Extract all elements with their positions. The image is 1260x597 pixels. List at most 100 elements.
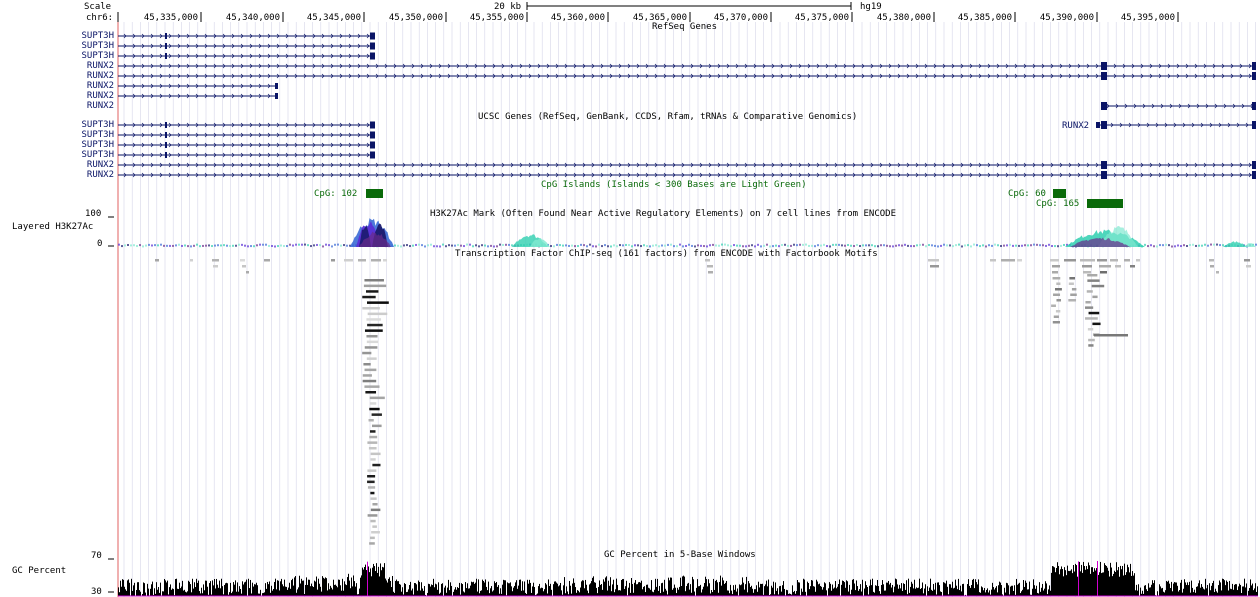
h3k27ac-signal-noise: [895, 244, 897, 247]
tfbs-cluster: [369, 430, 376, 433]
h3k27ac-track-title[interactable]: H3K27Ac Mark (Often Found Near Active Re…: [430, 209, 896, 219]
gc-track-title[interactable]: GC Percent in 5-Base Windows: [604, 550, 756, 560]
gc-percent-bar: [429, 584, 430, 596]
h3k27ac-signal-noise: [739, 244, 741, 247]
gene-strand-arrow: [276, 152, 280, 158]
gene-track-label[interactable]: RUNX2: [86, 170, 114, 180]
gc-percent-bar: [1245, 587, 1246, 596]
gene-strand-arrow: [870, 73, 874, 79]
gene-track-label[interactable]: SUPT3H: [81, 41, 114, 51]
tfbs-track-title[interactable]: Transcription Factor ChIP-seq (161 facto…: [455, 249, 878, 259]
gene-strand-arrow: [735, 172, 739, 178]
gene-strand-arrow: [312, 152, 316, 158]
h3k27ac-signal-noise: [1195, 244, 1197, 247]
gc-percent-bar: [594, 582, 595, 596]
gc-percent-bar: [641, 580, 642, 596]
gc-percent-bar: [239, 586, 240, 596]
gc-percent-bar: [988, 592, 989, 596]
h3k27ac-signal-peak: [1244, 243, 1256, 247]
gc-percent-bar: [836, 588, 837, 596]
gc-percent-bar: [612, 584, 613, 596]
h3k27ac-signal-noise: [880, 244, 882, 247]
gc-percent-bar: [871, 585, 872, 596]
h3k27ac-signal-noise: [655, 244, 657, 247]
cpg-island-label[interactable]: CpG: 165: [1036, 199, 1080, 209]
gene-strand-arrow: [555, 63, 559, 69]
gc-percent-bar: [548, 579, 549, 596]
gene-track-label[interactable]: RUNX2: [86, 81, 114, 91]
gene-track-label[interactable]: SUPT3H: [81, 150, 114, 160]
gene-strand-arrow: [744, 162, 748, 168]
gc-percent-bar: [298, 587, 299, 596]
gc-percent-bar: [626, 580, 627, 596]
gene-strand-arrow: [699, 172, 703, 178]
gc-percent-bar: [318, 578, 319, 596]
cpg-island: [1053, 189, 1066, 198]
gene-track-label[interactable]: RUNX2: [86, 91, 114, 101]
cpg-island-label[interactable]: CpG: 102: [314, 189, 358, 199]
gene-strand-arrow: [123, 122, 127, 128]
gc-percent-bar: [774, 594, 775, 596]
gene-strand-arrow: [591, 63, 595, 69]
gene-strand-arrow: [186, 132, 190, 138]
gene-strand-arrow: [1131, 63, 1135, 69]
gene-track-label[interactable]: RUNX2: [86, 71, 114, 81]
gene-strand-arrow: [1169, 103, 1173, 109]
gc-percent-bar: [370, 568, 371, 596]
gene-strand-arrow: [141, 162, 145, 168]
gene-track-label[interactable]: SUPT3H: [81, 51, 114, 61]
gc-percent-bar: [720, 575, 721, 596]
gene-strand-arrow: [699, 63, 703, 69]
h3k27ac-signal-noise: [664, 244, 666, 247]
refseq-track-title[interactable]: RefSeq Genes: [652, 22, 718, 32]
gc-percent-bar: [480, 590, 481, 596]
gene-track-label[interactable]: SUPT3H: [81, 31, 114, 41]
tfbs-cluster: [358, 259, 366, 262]
gene-strand-arrow: [240, 152, 244, 158]
gc-percent-bar: [604, 581, 605, 596]
gc-percent-bar: [196, 578, 197, 596]
gene-strand-arrow: [438, 162, 442, 168]
gc-percent-bar: [1008, 585, 1009, 596]
gene-strand-arrow: [438, 73, 442, 79]
gc-percent-bar: [911, 581, 912, 596]
h3k27ac-signal-noise: [577, 245, 579, 248]
gc-percent-bar: [937, 582, 938, 596]
gc-percent-bar: [583, 580, 584, 596]
gene-track-label[interactable]: SUPT3H: [81, 120, 114, 130]
gene-strand-arrow: [1176, 73, 1180, 79]
gene-track-label[interactable]: RUNX2: [86, 160, 114, 170]
gc-percent-bar: [1226, 580, 1227, 596]
tfbs-cluster: [367, 323, 383, 327]
gene-strand-arrow: [195, 63, 199, 69]
gc-track-label[interactable]: GC Percent: [12, 566, 67, 576]
gc-percent-bar: [430, 586, 431, 596]
h3k27ac-track-label[interactable]: Layered H3K27Ac: [12, 222, 94, 232]
tfbs-cluster: [190, 259, 193, 262]
gc-percent-bar: [901, 583, 902, 596]
cpg-island-label[interactable]: CpG: 60: [1008, 189, 1046, 199]
gc-percent-bar: [220, 588, 221, 596]
gc-percent-bar: [438, 582, 439, 596]
gene-track-label[interactable]: SUPT3H: [81, 140, 114, 150]
gene-strand-arrow: [843, 73, 847, 79]
gc-percent-bar: [914, 579, 915, 596]
ucsc-inline-gene-label[interactable]: RUNX2: [1062, 121, 1090, 131]
ucsc-track-title[interactable]: UCSC Genes (RefSeq, GenBank, CCDS, Rfam,…: [478, 112, 858, 122]
gc-min-label: 30: [91, 587, 102, 597]
gc-percent-bar: [887, 582, 888, 596]
scale-bar-label: 20 kb: [494, 2, 522, 12]
cpg-track-title[interactable]: CpG Islands (Islands < 300 Bases are Lig…: [541, 180, 807, 190]
h3k27ac-signal-noise: [334, 243, 336, 246]
gene-track-label[interactable]: RUNX2: [86, 101, 114, 111]
gene-strand-arrow: [609, 63, 613, 69]
gene-strand-arrow: [1167, 73, 1171, 79]
gc-percent-bar: [993, 587, 994, 596]
gc-percent-bar: [892, 584, 893, 596]
gene-strand-arrow: [1203, 63, 1207, 69]
gc-percent-bar: [234, 584, 235, 596]
gene-strand-arrow: [762, 172, 766, 178]
gene-track-label[interactable]: RUNX2: [86, 61, 114, 71]
gene-track-label[interactable]: SUPT3H: [81, 130, 114, 140]
